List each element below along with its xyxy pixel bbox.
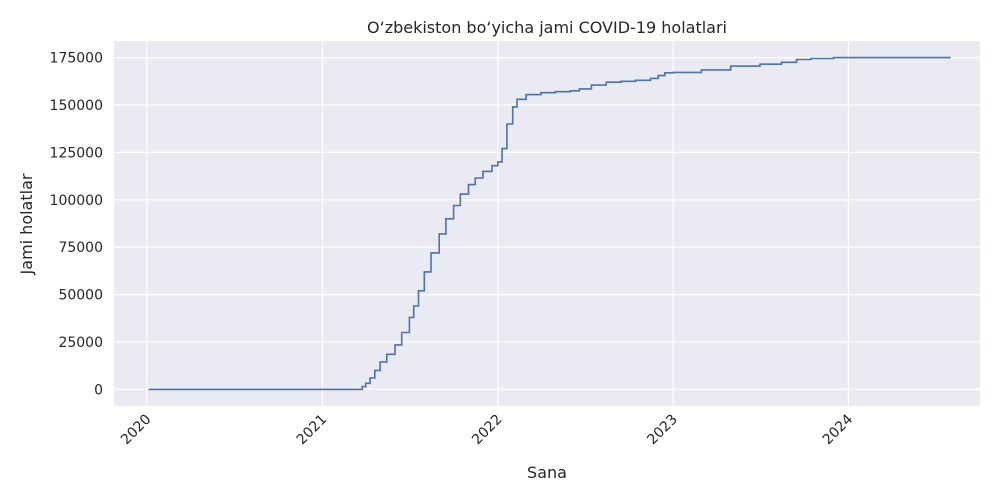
series-layer — [148, 56, 951, 391]
x-tick-label: 2023 — [644, 412, 681, 449]
grid — [114, 41, 980, 406]
y-tick-label: 25000 — [58, 335, 103, 351]
x-tick-label: 2021 — [294, 412, 331, 449]
x-axis: 2020 2021 2022 2023 2024 — [118, 411, 856, 448]
x-tick-label: 2022 — [469, 412, 506, 449]
x-axis-title: Sana — [527, 463, 567, 482]
y-tick-label: 150000 — [50, 98, 103, 114]
y-tick-label: 175000 — [50, 51, 103, 67]
y-tick-label: 100000 — [50, 193, 103, 209]
y-axis-title: Jami holatlar — [17, 173, 36, 275]
y-tick-label: 75000 — [58, 240, 103, 256]
y-tick-label: 0 — [94, 382, 103, 398]
series-line — [148, 56, 951, 391]
y-tick-label: 50000 — [58, 288, 103, 304]
chart-title: O‘zbekiston bo‘yicha jami COVID-19 holat… — [367, 18, 727, 37]
y-axis: 0 25000 50000 75000 100000 125000 150000 175000 — [50, 51, 103, 399]
y-tick-label: 125000 — [50, 145, 103, 161]
x-tick-label: 2024 — [820, 411, 857, 448]
plot-area — [114, 41, 980, 406]
x-tick-label: 2020 — [118, 412, 155, 449]
